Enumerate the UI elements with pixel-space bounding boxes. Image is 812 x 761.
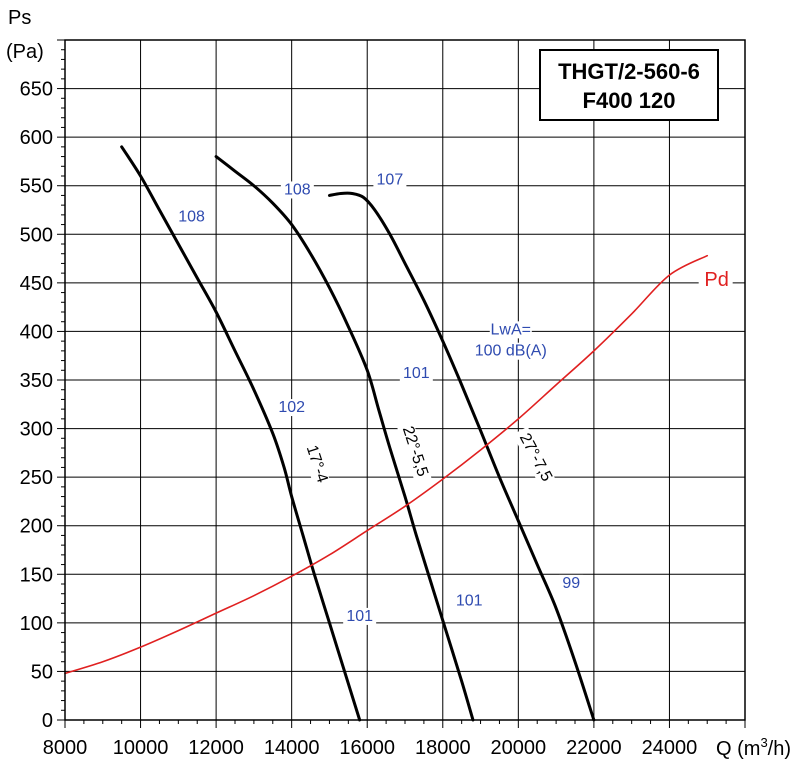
annotation-background [175,208,209,226]
x-axis-title-suffix: /h) [768,738,791,760]
annotation-background [343,607,377,625]
sound-power-annotation: 100 dB(A) [475,343,547,360]
sound-power-annotation: 101 [346,608,373,625]
x-axis-title-sup: 3 [760,735,767,750]
plot-frame [64,39,746,721]
y-tick-label: 300 [20,419,53,441]
annotation-layer: 108 108 107 101 102 101 101 99 LwA= 100 dB(A) Pd [175,171,733,625]
x-tick-label: 18000 [415,737,471,759]
y-tick-label: 550 [20,176,53,198]
sound-power-annotation: 108 [284,181,311,198]
annotation-background [399,365,433,383]
title-box: THGT/2-560-6 F400 120 [539,49,719,121]
annotation-background [280,181,314,199]
annotation-background [452,592,486,610]
sound-power-annotation: LwA= [491,321,531,338]
y-tick-label: 100 [20,613,53,635]
y-tick-label: 250 [20,467,53,489]
sound-power-annotation: 108 [178,209,205,226]
x-tick-label: 10000 [113,737,169,759]
annotation-background [373,171,407,189]
y-axis-tick-labels: 0 50 100 150 200 250 300 350 400 450 500 550 600 650 [20,79,53,732]
annotation-background [467,342,555,360]
y-tick-label: 600 [20,127,53,149]
sound-power-annotation: 101 [456,592,483,609]
x-tick-label: 22000 [566,737,622,759]
y-axis-title-line-2: (Pa) [6,41,44,63]
title-line-1: THGT/2-560-6 [558,59,700,84]
x-axis-title: Q (m3/h) [716,735,791,760]
y-tick-label: 450 [20,273,53,295]
y-tick-label: 150 [20,564,53,586]
x-axis-ticks [64,720,746,728]
pd-label-background [698,269,733,292]
sound-power-annotation: 99 [562,575,580,592]
x-tick-label: 8000 [43,737,88,759]
series-curve-27-7-5 [327,191,596,722]
y-tick-label: 400 [20,321,53,343]
y-tick-label: 350 [20,370,53,392]
sound-power-annotation: 102 [278,399,305,416]
y-axis-title-line-1: Ps [8,7,31,29]
x-tick-label: 12000 [188,737,244,759]
title-line-2: F400 120 [583,88,676,113]
pd-series-label: Pd [704,269,728,291]
annotation-background [559,574,584,592]
y-tick-label: 500 [20,224,53,246]
curve-label-background [512,426,557,490]
x-axis-title-prefix: Q (m [716,738,760,760]
x-tick-label: 14000 [264,737,320,759]
y-tick-label: 0 [42,710,53,732]
curve-label-background [300,439,331,489]
series-curve-pd [64,254,709,675]
curve-label-background [396,419,432,484]
series-curve-17-4 [120,145,362,722]
x-axis-tick-labels: 8000 10000 12000 14000 16000 18000 20000 22000 2… [43,737,698,759]
y-tick-label: 650 [20,79,53,101]
series-curve-22-5-5 [214,155,475,722]
x-tick-label: 20000 [491,737,547,759]
y-tick-label: 50 [31,661,53,683]
annotation-background [275,399,309,417]
sound-power-annotation: 101 [403,365,430,382]
sound-power-annotation: 107 [377,172,404,189]
y-tick-label: 200 [20,516,53,538]
x-tick-label: 16000 [339,737,395,759]
x-tick-label: 24000 [642,737,698,759]
series-layer [64,145,709,722]
annotation-background [489,321,532,339]
